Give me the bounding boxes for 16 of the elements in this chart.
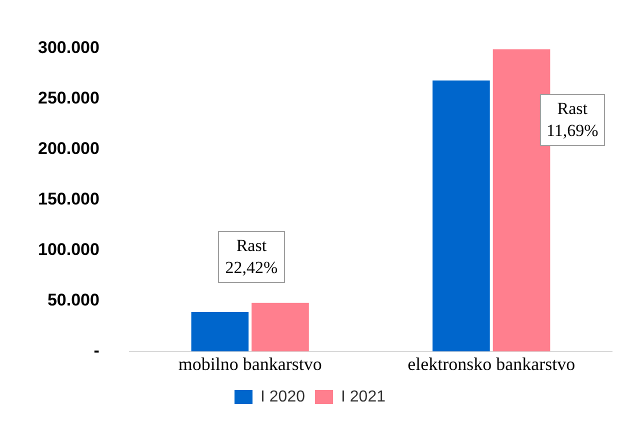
x-tick-label: elektronsko bankarstvo bbox=[408, 354, 576, 374]
x-tick-label: mobilno bankarstvo bbox=[178, 354, 322, 374]
annotation: Rast 11,69% bbox=[546, 98, 598, 142]
y-tick-label: 50.000 bbox=[47, 290, 100, 310]
y-tick-label: 150.000 bbox=[38, 189, 100, 208]
y-tick-label: 250.000 bbox=[38, 88, 100, 108]
y-tick-label: 300.000 bbox=[38, 38, 100, 57]
bar bbox=[252, 302, 309, 352]
legend-label: I 2020 bbox=[260, 388, 306, 406]
legend-label: I 2021 bbox=[341, 388, 386, 406]
y-tick-label: 200.000 bbox=[38, 138, 100, 158]
bar bbox=[191, 312, 249, 352]
bar bbox=[432, 80, 490, 352]
annotation: Rast 22,42% bbox=[225, 234, 278, 279]
y-tick-label: - bbox=[94, 341, 100, 360]
y-tick-label: 100.000 bbox=[38, 240, 100, 260]
